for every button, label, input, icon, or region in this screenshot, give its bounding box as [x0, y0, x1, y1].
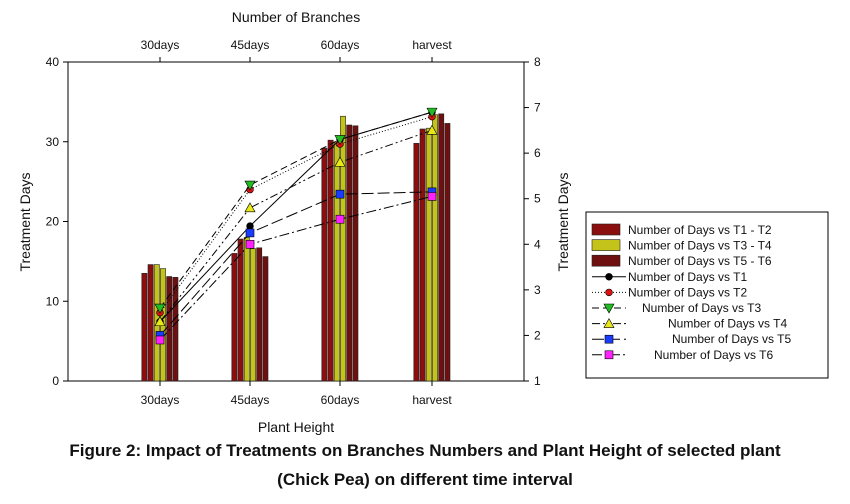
- point: [603, 303, 615, 314]
- point: [154, 303, 166, 314]
- point: [155, 335, 165, 345]
- legend-label: Number of Days vs T1: [628, 270, 747, 284]
- y2-tick-label: 7: [534, 101, 541, 115]
- point: [426, 124, 438, 135]
- y-tick-label: 40: [46, 55, 60, 69]
- y2-tick-label: 1: [534, 374, 541, 388]
- bar: [172, 277, 179, 382]
- bar: [419, 128, 426, 382]
- point: [604, 350, 614, 360]
- top-x-tick-label: 45days: [231, 38, 270, 52]
- point: [603, 317, 615, 328]
- point: [426, 107, 438, 118]
- series-line: [159, 129, 433, 323]
- bar: [243, 237, 250, 382]
- y2-tick-label: 6: [534, 146, 541, 160]
- series-line: [159, 111, 433, 323]
- point: [246, 222, 254, 230]
- point: [604, 334, 614, 344]
- bar: [141, 273, 148, 382]
- bar: [425, 127, 432, 382]
- legend-swatch: [591, 223, 621, 236]
- bar: [340, 115, 346, 382]
- point: [605, 273, 613, 281]
- legend-label: Number of Days vs T2: [628, 285, 747, 299]
- bar: [262, 256, 269, 382]
- x-tick-label: harvest: [412, 393, 452, 407]
- point: [335, 214, 345, 224]
- point: [154, 316, 166, 327]
- bar: [327, 139, 334, 382]
- y-tick-label: 30: [46, 135, 60, 149]
- point: [244, 202, 256, 213]
- bar: [346, 124, 353, 382]
- point: [334, 135, 346, 146]
- top-x-tick-label: harvest: [412, 38, 452, 52]
- point: [334, 156, 346, 167]
- figure-caption-line-1: Figure 2: Impact of Treatments on Branch…: [69, 441, 781, 460]
- y2-tick-label: 3: [534, 283, 541, 297]
- legend-swatch: [591, 254, 621, 267]
- bar: [166, 276, 173, 382]
- y2-tick-label: 2: [534, 328, 541, 342]
- plot-frame: [67, 61, 525, 382]
- bar: [231, 253, 238, 382]
- legend: Number of Days vs T1 - T2 Number of Days …: [585, 211, 829, 379]
- bar: [444, 123, 451, 382]
- legend-label: Number of Days vs T6: [654, 348, 773, 362]
- y2-tick-label: 5: [534, 192, 541, 206]
- y-tick-label: 20: [46, 215, 60, 229]
- series-line: [159, 111, 433, 309]
- point: [245, 228, 255, 238]
- plot-area: 0 10 20 30 40 1 2 3 4 5 6 7 8 30days 45days 60days harve…: [46, 38, 541, 407]
- y2-tick-label: 8: [534, 55, 541, 69]
- y-axis-label: Treatment Days: [17, 172, 33, 271]
- top-x-tick-label: 60days: [321, 38, 360, 52]
- point: [427, 192, 437, 201]
- chart-svg: 0 10 20 30 40 1 2 3 4 5 6 7 8 30days 45days 60days harve…: [17, 9, 829, 435]
- y-tick-label: 0: [52, 374, 59, 388]
- series-line: [159, 116, 433, 313]
- point: [245, 239, 255, 249]
- bar: [438, 113, 445, 382]
- figure-caption-line-2: (Chick Pea) on different time interval: [277, 470, 573, 489]
- legend-label: Number of Days vs T3: [642, 301, 761, 315]
- legend-label: Number of Days vs T1 - T2: [628, 223, 772, 237]
- y2-axis-label: Treatment Days: [555, 172, 571, 271]
- legend-box: [585, 211, 829, 379]
- x-axis-label: Plant Height: [258, 419, 334, 435]
- point: [335, 189, 345, 199]
- x-tick-label: 30days: [141, 393, 180, 407]
- bar: [352, 125, 359, 382]
- chart-title: Number of Branches: [232, 9, 360, 25]
- bar: [237, 238, 244, 382]
- point: [244, 180, 256, 191]
- bar: [333, 141, 340, 382]
- legend-label: Number of Days vs T5 - T6: [628, 254, 772, 268]
- legend-label: Number of Days vs T4: [668, 317, 787, 331]
- bar: [147, 264, 154, 382]
- bar: [256, 247, 263, 382]
- y-tick-label: 10: [46, 294, 60, 308]
- point: [605, 288, 613, 297]
- bar: [250, 248, 256, 382]
- y2-tick-label: 4: [534, 237, 541, 251]
- x-tick-label: 45days: [231, 393, 270, 407]
- legend-label: Number of Days vs T5: [672, 332, 791, 346]
- bar: [432, 114, 438, 382]
- series-line: [159, 195, 433, 341]
- series-line: [159, 191, 433, 336]
- bar: [321, 147, 328, 382]
- bar: [413, 143, 420, 382]
- x-tick-label: 60days: [321, 393, 360, 407]
- top-x-tick-label: 30days: [141, 38, 180, 52]
- legend-label: Number of Days vs T3 - T4: [628, 239, 772, 253]
- legend-swatch: [591, 239, 621, 251]
